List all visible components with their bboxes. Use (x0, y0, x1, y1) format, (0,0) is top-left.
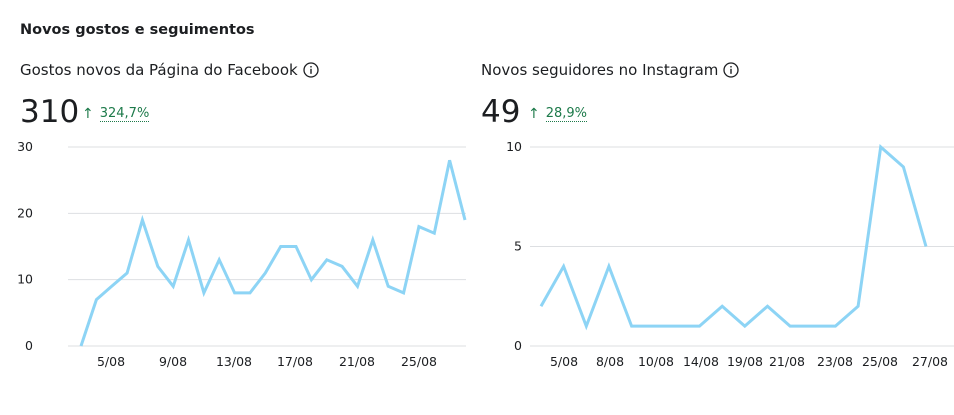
instagram-chart-data-point[interactable] (673, 322, 681, 330)
facebook-chart-data-point[interactable] (154, 262, 162, 270)
instagram-chart-x-tick-label: 5/08 (550, 354, 578, 369)
facebook-chart-data-point[interactable] (338, 262, 346, 270)
instagram-chart-data-point[interactable] (560, 262, 568, 270)
facebook-chart-series-line (79, 159, 467, 347)
facebook-likes-panel: Gostos novos da Página do Facebook 310 ↑… (0, 0, 470, 415)
instagram-followers-change[interactable]: ↑ 28,9% (528, 106, 588, 122)
instagram-chart-y-tick-label: 5 (514, 239, 522, 254)
facebook-chart-x-tick-label: 21/08 (339, 354, 375, 369)
instagram-chart-data-point[interactable] (899, 163, 907, 171)
instagram-chart-x-tick-label: 8/08 (596, 354, 624, 369)
instagram-followers-label-row: Novos seguidores no Instagram (481, 61, 740, 79)
facebook-chart-data-point[interactable] (292, 243, 300, 251)
facebook-chart-data-point[interactable] (185, 236, 193, 244)
section-title: Novos gostos e seguimentos (20, 22, 255, 38)
facebook-likes-value: 310 (20, 94, 80, 130)
instagram-chart-data-point[interactable] (605, 262, 613, 270)
facebook-chart-data-point[interactable] (277, 243, 285, 251)
instagram-followers-change-value: 28,9% (545, 106, 588, 122)
instagram-chart-x-tick-label: 10/08 (638, 354, 674, 369)
facebook-chart-y-tick-label: 20 (17, 205, 33, 220)
facebook-chart-data-point[interactable] (138, 216, 146, 224)
instagram-chart-x-tick-label: 21/08 (769, 354, 805, 369)
instagram-chart-data-point[interactable] (922, 243, 930, 251)
arrow-up-icon: ↑ (82, 106, 94, 122)
facebook-chart-x-tick-label: 25/08 (401, 354, 437, 369)
instagram-chart-data-point[interactable] (628, 322, 636, 330)
facebook-chart-data-point[interactable] (461, 216, 469, 224)
info-icon[interactable] (723, 62, 740, 78)
instagram-followers-chart: 0 5 10 5/08 8/08 10/08 14/08 19/08 21/08 23/08 25/… (506, 139, 954, 369)
instagram-chart-data-point[interactable] (650, 322, 658, 330)
facebook-chart-data-point[interactable] (123, 269, 131, 277)
facebook-likes-label: Gostos novos da Página do Facebook (20, 61, 298, 79)
instagram-chart-x-tick-label: 19/08 (727, 354, 763, 369)
facebook-chart-data-point[interactable] (354, 282, 362, 290)
facebook-chart-data-point[interactable] (108, 282, 116, 290)
facebook-chart-data-point[interactable] (446, 156, 454, 164)
facebook-chart-data-point[interactable] (430, 229, 438, 237)
facebook-chart-data-point[interactable] (231, 289, 239, 297)
facebook-chart-y-tick-label: 10 (17, 272, 33, 287)
instagram-chart-x-tick-label: 14/08 (683, 354, 719, 369)
instagram-chart-data-point[interactable] (582, 322, 590, 330)
instagram-chart-data-point[interactable] (718, 302, 726, 310)
facebook-chart-y-tick-label: 30 (17, 139, 33, 154)
facebook-chart-data-point[interactable] (169, 282, 177, 290)
facebook-likes-chart: 0 10 20 30 5/08 9/08 13/08 17/08 21/08 25/08 (17, 139, 469, 369)
facebook-chart-data-point[interactable] (261, 269, 269, 277)
instagram-chart-data-point[interactable] (537, 302, 545, 310)
facebook-chart-data-point[interactable] (92, 296, 100, 304)
instagram-chart-data-point[interactable] (809, 322, 817, 330)
instagram-chart-data-point[interactable] (696, 322, 704, 330)
arrow-up-icon: ↑ (528, 106, 540, 122)
facebook-chart-data-point[interactable] (77, 342, 85, 350)
instagram-chart-x-tick-label: 25/08 (862, 354, 898, 369)
facebook-chart-x-tick-label: 9/08 (159, 354, 187, 369)
facebook-chart-x-tick-label: 5/08 (97, 354, 125, 369)
instagram-chart-data-point[interactable] (786, 322, 794, 330)
instagram-followers-label: Novos seguidores no Instagram (481, 61, 719, 79)
facebook-chart-x-tick-label: 13/08 (216, 354, 252, 369)
facebook-chart-data-point[interactable] (200, 289, 208, 297)
instagram-chart-data-point[interactable] (831, 322, 839, 330)
info-icon[interactable] (303, 62, 319, 78)
instagram-chart-x-tick-label: 23/08 (817, 354, 853, 369)
instagram-chart-series-line (539, 144, 928, 331)
facebook-chart-y-tick-label: 0 (25, 338, 33, 353)
instagram-chart-y-tick-label: 10 (506, 139, 522, 154)
instagram-chart-data-point[interactable] (764, 302, 772, 310)
instagram-followers-value: 49 (481, 94, 521, 130)
instagram-followers-panel: Novos seguidores no Instagram 49 ↑ 28,9%… (470, 0, 954, 415)
facebook-chart-data-point[interactable] (400, 289, 408, 297)
facebook-chart-x-tick-label: 17/08 (277, 354, 313, 369)
facebook-chart-data-point[interactable] (323, 256, 331, 264)
instagram-chart-y-tick-label: 0 (514, 338, 522, 353)
instagram-chart-data-point[interactable] (877, 143, 885, 151)
facebook-likes-change[interactable]: ↑ 324,7% (82, 106, 150, 122)
instagram-chart-data-point[interactable] (741, 322, 749, 330)
facebook-likes-label-row: Gostos novos da Página do Facebook (20, 61, 319, 79)
instagram-chart-x-tick-label: 27/08 (912, 354, 948, 369)
facebook-chart-data-point[interactable] (215, 256, 223, 264)
facebook-chart-data-point[interactable] (307, 276, 315, 284)
facebook-chart-data-point[interactable] (415, 223, 423, 231)
facebook-chart-data-point[interactable] (246, 289, 254, 297)
facebook-likes-change-value: 324,7% (99, 106, 150, 122)
instagram-chart-data-point[interactable] (854, 302, 862, 310)
facebook-chart-data-point[interactable] (384, 282, 392, 290)
facebook-chart-data-point[interactable] (369, 236, 377, 244)
